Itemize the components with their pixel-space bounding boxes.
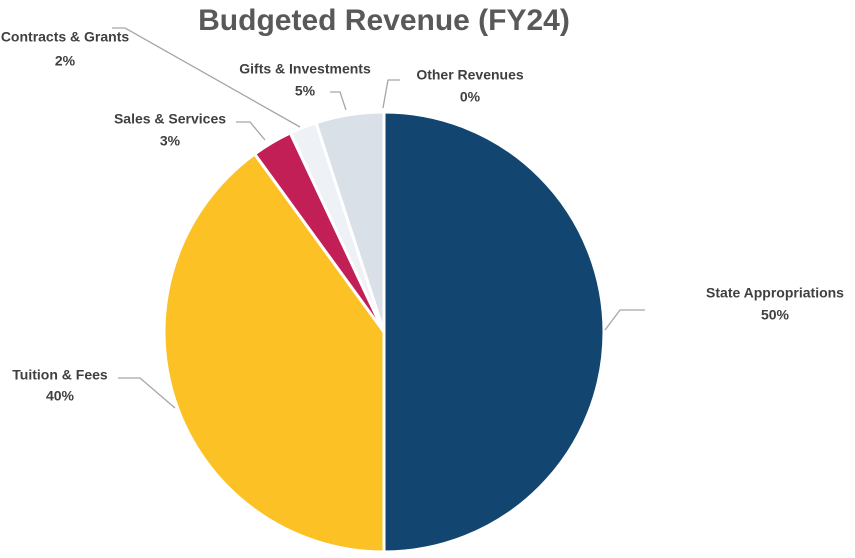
leader-line [382, 79, 400, 109]
slice-label: Contracts & Grants [1, 29, 130, 45]
slice-label: Tuition & Fees [12, 367, 108, 383]
slice-label: Other Revenues [416, 67, 524, 83]
value-label: 40% [46, 388, 75, 404]
pie-slice [162, 151, 386, 554]
value-label: 0% [460, 89, 481, 105]
leader-line [330, 91, 347, 111]
value-label: 50% [761, 307, 790, 323]
leader-line [604, 309, 645, 331]
pie-slice [382, 110, 606, 554]
value-label: 2% [55, 53, 76, 69]
leader-line [236, 121, 266, 141]
slice-label: Sales & Services [114, 111, 226, 127]
value-label: 5% [295, 83, 316, 99]
slice-label: State Appropriations [706, 285, 844, 301]
value-label: 3% [160, 133, 181, 149]
leader-line [112, 27, 301, 128]
chart-title: Budgeted Revenue (FY24) [198, 4, 570, 37]
leader-line [118, 377, 176, 409]
slice-label: Gifts & Investments [239, 61, 371, 77]
